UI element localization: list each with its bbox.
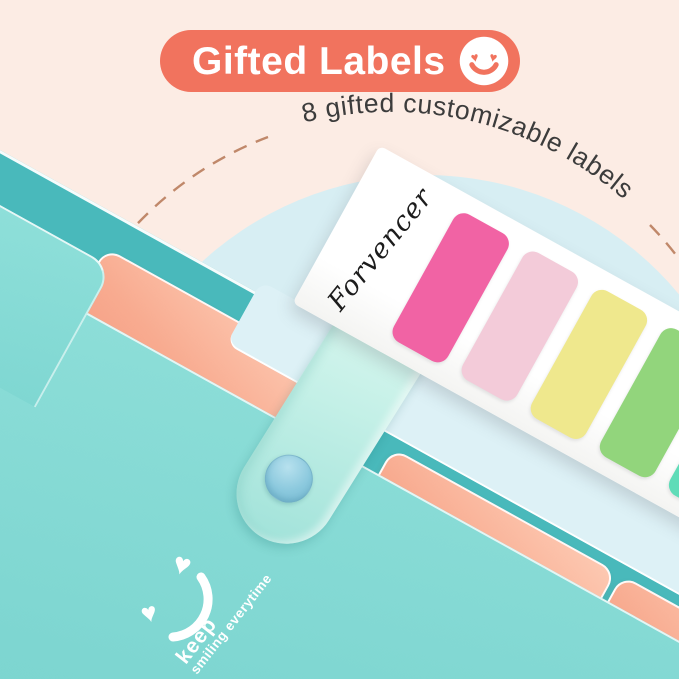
curved-subtitle: 8 gifted customizable labels (299, 88, 640, 205)
footer-smiley: ♥ ♥ (138, 547, 213, 642)
smile-arc-icon (168, 572, 213, 642)
gifted-badge: Gifted Labels ♥ ♥ (160, 30, 520, 92)
smile-mouth (469, 62, 499, 75)
heart-icon-2: ♥ (138, 597, 161, 630)
dashed-arc-right (649, 224, 679, 261)
snap-button (255, 445, 322, 512)
heart-icon-1: ♥ (169, 547, 195, 584)
heart-eye-right: ♥ (488, 49, 499, 65)
badge-label: Gifted Labels (192, 39, 446, 83)
svg-text:8 gifted customizable labels: 8 gifted customizable labels (299, 88, 640, 205)
heart-eye-left: ♥ (469, 49, 480, 65)
dashed-arc-left (121, 135, 269, 242)
badge-smiley-icon: ♥ ♥ (459, 36, 509, 86)
